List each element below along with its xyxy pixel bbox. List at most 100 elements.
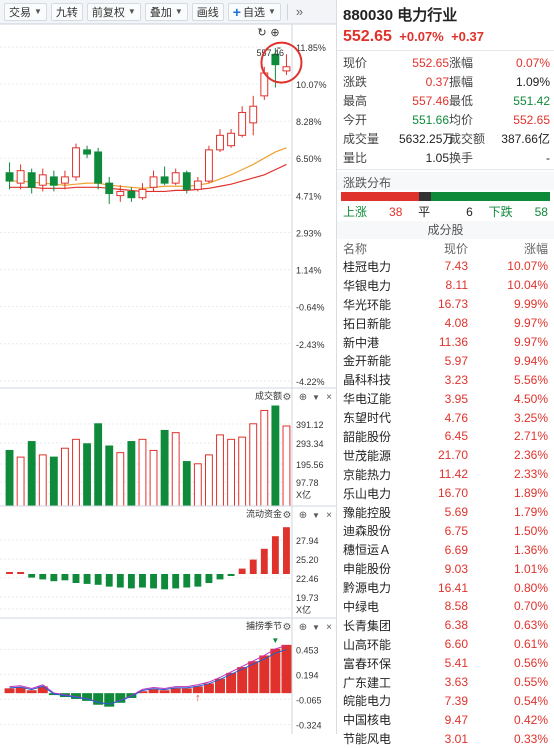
axis-tick-label: -4.22% <box>296 377 325 387</box>
constituent-row[interactable]: 新中港 11.36 9.97% <box>337 333 554 352</box>
axis-tick-label: 11.85% <box>296 43 326 53</box>
flow-bar <box>139 574 146 588</box>
chevron-down-icon[interactable]: ▼ <box>312 393 320 402</box>
draw-line-button[interactable]: 画线 <box>191 2 224 21</box>
close-icon[interactable]: × <box>326 510 332 521</box>
stock-price: 6.38 <box>444 618 468 633</box>
axis-tick-label: X亿 <box>296 604 311 615</box>
gear-icon[interactable]: ⚙ <box>283 392 292 403</box>
flow-bar <box>161 574 169 590</box>
constituent-row[interactable]: 中国核电 9.47 0.42% <box>337 710 554 729</box>
constituent-row[interactable]: 金开新能 5.97 9.94% <box>337 351 554 370</box>
zoom-in-icon[interactable]: ⊕ <box>270 27 279 39</box>
double-chevron-right-icon[interactable]: » <box>295 4 304 19</box>
axis-tick-label: 391.12 <box>296 420 324 430</box>
flow-bar <box>61 574 69 581</box>
constituent-row[interactable]: 山高环能 6.60 0.61% <box>337 635 554 654</box>
flow-bar <box>283 527 290 574</box>
quote-label: 涨跌 <box>343 75 368 89</box>
down-count: 58 <box>534 205 548 219</box>
stock-price: 16.73 <box>437 297 468 312</box>
candle <box>282 66 291 72</box>
constituent-row[interactable]: 富春环保 5.41 0.56% <box>337 654 554 673</box>
chevron-down-icon[interactable]: ▼ <box>312 623 320 632</box>
pin-icon[interactable]: ⊕ <box>299 392 307 403</box>
constituent-row[interactable]: 迪森股份 6.75 1.50% <box>337 521 554 540</box>
constituent-row[interactable]: 黔源电力 16.41 0.80% <box>337 578 554 597</box>
constituent-row[interactable]: 华银电力 8.11 10.04% <box>337 276 554 295</box>
watchlist-button[interactable]: + 自选 ▼ <box>227 2 281 21</box>
oscillator-bar <box>181 688 192 694</box>
candle <box>216 134 224 151</box>
quote-label: 振幅 <box>449 75 474 89</box>
stock-name: 长青集团 <box>343 618 392 633</box>
trade-button[interactable]: 交易 ▼ <box>4 2 47 21</box>
volume-bar <box>160 429 169 507</box>
stock-change: 0.42% <box>513 712 548 727</box>
axis-tick-label: 0.453 <box>296 645 319 655</box>
stock-price: 9.03 <box>444 561 468 576</box>
chart-area[interactable]: 11.85% 10.07% 8.28% 6.50% 4.71% 2.93% 1.14% -0.… <box>0 24 336 734</box>
constituent-row[interactable]: 皖能电力 7.39 0.54% <box>337 691 554 710</box>
constituent-row[interactable]: 京能热力 11.42 2.33% <box>337 465 554 484</box>
constituent-row[interactable]: 申能股份 9.03 1.01% <box>337 559 554 578</box>
close-icon[interactable]: × <box>326 622 332 633</box>
constituent-row[interactable]: 华电辽能 3.95 4.50% <box>337 389 554 408</box>
chevron-down-icon[interactable]: ▼ <box>312 511 320 520</box>
stock-name: 京能热力 <box>343 467 392 482</box>
constituent-row[interactable]: 华光环能 16.73 9.99% <box>337 295 554 314</box>
stock-name: 节能风电 <box>343 732 392 747</box>
constituent-row[interactable]: 穗恒运Ａ 6.69 1.36% <box>337 540 554 559</box>
oscillator-bar <box>237 667 248 694</box>
candle <box>127 190 136 199</box>
constituent-row[interactable]: 韶能股份 6.45 2.71% <box>337 427 554 446</box>
oscillator-bar <box>4 688 15 694</box>
adjust-button[interactable]: 前复权 ▼ <box>86 2 141 21</box>
candle <box>116 190 125 197</box>
flow-bar <box>116 574 124 588</box>
col-change-header[interactable]: 涨幅 <box>523 241 548 256</box>
panel-title: 捕捞季节 <box>246 620 282 631</box>
axis-tick-label: 0.194 <box>296 670 319 680</box>
stock-name: 世茂能源 <box>343 448 392 463</box>
stock-name: 豫能控股 <box>343 505 392 520</box>
pin-icon[interactable]: ⊕ <box>299 510 307 521</box>
close-icon[interactable]: × <box>326 392 332 403</box>
constituent-row[interactable]: 中绿电 8.58 0.70% <box>337 597 554 616</box>
constituent-row[interactable]: 世茂能源 21.70 2.36% <box>337 446 554 465</box>
flow-bar <box>39 574 47 580</box>
volume-bar <box>260 409 269 507</box>
constituent-row[interactable]: 晶科科技 3.23 5.56% <box>337 370 554 389</box>
constituent-row[interactable]: 东望时代 4.76 3.25% <box>337 408 554 427</box>
quote-label: 现价 <box>343 56 368 70</box>
quote-value: 0.07% <box>515 55 550 70</box>
quote-value: 1.09% <box>515 74 550 89</box>
volume-bar <box>16 456 25 507</box>
candle <box>38 174 47 186</box>
col-name-header[interactable]: 名称 <box>343 241 368 256</box>
constituent-row[interactable]: 拓日新能 4.08 9.97% <box>337 314 554 333</box>
nine-turn-button[interactable]: 九转 <box>50 2 83 21</box>
pin-icon[interactable]: ⊕ <box>299 622 307 633</box>
down-count-group: 下跌 58 <box>489 203 548 219</box>
flow-bar <box>194 574 202 587</box>
quote-value: - <box>546 150 550 165</box>
constituent-row[interactable]: 豫能控股 5.69 1.79% <box>337 503 554 522</box>
oscillator-bar <box>248 661 259 694</box>
constituent-row[interactable]: 节能风电 3.01 0.33% <box>337 729 554 748</box>
constituent-row[interactable]: 长青集团 6.38 0.63% <box>337 616 554 635</box>
col-price-header[interactable]: 现价 <box>443 241 468 256</box>
gear-icon[interactable]: ⚙ <box>283 510 292 521</box>
change-value: +0.37 <box>451 29 484 44</box>
candle <box>149 176 158 188</box>
overlay-button[interactable]: 叠加 ▼ <box>144 2 188 21</box>
quote-value: 552.65 <box>412 55 449 70</box>
stock-name: 韶能股份 <box>343 429 392 444</box>
draw-line-label: 画线 <box>196 6 219 19</box>
constituent-row[interactable]: 广东建工 3.63 0.55% <box>337 673 554 692</box>
constituent-row[interactable]: 乐山电力 16.70 1.89% <box>337 484 554 503</box>
refresh-icon[interactable]: ↻ <box>257 27 266 39</box>
stock-name: 中绿电 <box>343 599 380 614</box>
gear-icon[interactable]: ⚙ <box>283 622 292 633</box>
constituent-row[interactable]: 桂冠电力 7.43 10.07% <box>337 257 554 276</box>
